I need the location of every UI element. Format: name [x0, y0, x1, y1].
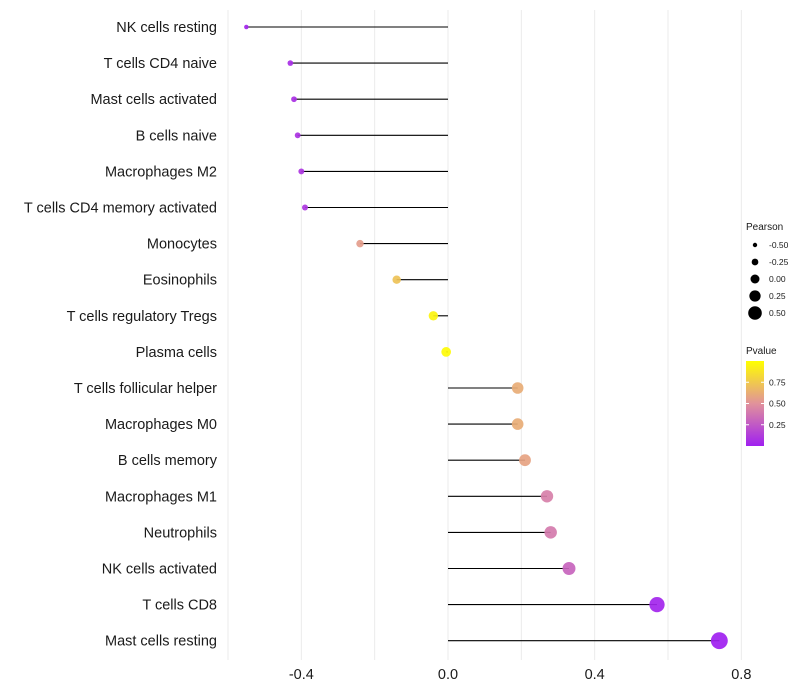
point-15 [562, 562, 576, 575]
x-tick-labels: -0.4 0.0 0.4 0.8 [289, 667, 752, 683]
point-4 [298, 168, 305, 175]
category-label: Eosinophils [143, 273, 217, 289]
color-legend-title: Pvalue [746, 346, 777, 357]
stems [246, 26, 720, 642]
category-label: T cells CD4 naive [104, 56, 217, 72]
x-tick-label: -0.4 [289, 667, 314, 683]
x-tick-label: 0.4 [585, 667, 605, 683]
point-11 [511, 418, 524, 430]
category-label: Plasma cells [136, 345, 217, 361]
category-label: B cells naive [136, 128, 217, 144]
point-6 [356, 239, 364, 248]
category-label: Monocytes [147, 237, 217, 253]
point-16 [649, 596, 665, 613]
color-legend-bar [746, 361, 764, 446]
category-label: T cells CD4 memory activated [24, 201, 217, 217]
category-label: Macrophages M2 [105, 164, 217, 180]
point-7 [392, 275, 401, 284]
size-legend-label: -0.50 [769, 240, 789, 250]
size-legend-label: 0.50 [769, 308, 786, 318]
color-legend-label: 0.50 [769, 399, 786, 409]
color-legend: Pvalue 0.25 0.50 0.75 [746, 346, 786, 446]
category-label: B cells memory [118, 453, 218, 469]
category-label: T cells CD8 [142, 598, 217, 614]
point-5 [301, 204, 309, 211]
category-label: Mast cells resting [105, 634, 217, 650]
x-tick-label: 0.0 [438, 667, 458, 683]
grid-lines [227, 10, 742, 660]
size-legend: Pearson -0.50 -0.25 0.00 0.25 0.50 [746, 222, 789, 320]
point-1 [287, 60, 294, 66]
category-label: Neutrophils [144, 525, 217, 541]
point-13 [540, 490, 554, 503]
category-label: T cells regulatory Tregs [67, 309, 217, 325]
category-label: Mast cells activated [90, 92, 217, 108]
point-8 [428, 311, 439, 321]
size-legend-label: -0.25 [769, 257, 789, 267]
size-legend-dot [752, 242, 758, 248]
point-2 [291, 96, 297, 103]
category-label: NK cells resting [116, 20, 217, 36]
color-legend-label: 0.25 [769, 420, 786, 430]
size-legend-dot [749, 290, 761, 302]
points [244, 24, 728, 650]
size-legend-label: 0.25 [769, 291, 786, 301]
size-legend-dot [751, 258, 759, 266]
point-3 [294, 132, 301, 139]
point-14 [544, 526, 557, 539]
color-legend-label: 0.75 [769, 377, 786, 387]
point-17 [710, 632, 728, 650]
category-label: Macrophages M0 [105, 417, 217, 433]
category-label: Macrophages M1 [105, 489, 217, 505]
point-12 [519, 454, 531, 467]
category-label: NK cells activated [102, 562, 217, 578]
point-9 [441, 347, 452, 357]
point-10 [511, 382, 524, 394]
x-tick-label: 0.8 [731, 667, 751, 683]
size-legend-label: 0.00 [769, 274, 786, 284]
size-legend-dot [748, 306, 762, 320]
category-label: T cells follicular helper [74, 381, 217, 397]
size-legend-dot [750, 274, 760, 284]
category-labels: NK cells resting T cells CD4 naive Mast ce… [24, 20, 218, 650]
point-0 [244, 24, 249, 30]
size-legend-title: Pearson [746, 222, 783, 233]
